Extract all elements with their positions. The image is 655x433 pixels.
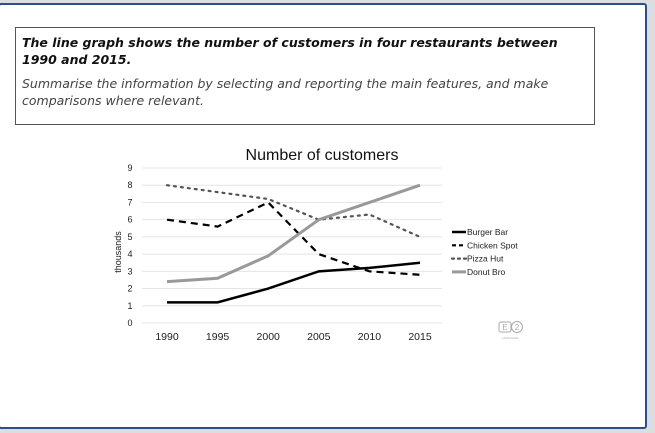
task-description: The line graph shows the number of custo… — [22, 35, 558, 67]
series-line-donut-bro — [166, 183, 421, 284]
svg-text:E: E — [502, 323, 507, 332]
x-tick-label: 2010 — [358, 331, 382, 343]
e2-logo: E 2 LANGUAGE — [498, 321, 523, 340]
series-line-burger-bar — [167, 261, 421, 304]
legend-label: Pizza Hut — [467, 254, 504, 264]
task-card — [0, 3, 647, 429]
y-tick-label: 6 — [127, 215, 132, 225]
y-tick-label: 9 — [127, 163, 132, 173]
y-tick-label: 3 — [127, 266, 132, 276]
svg-text:2: 2 — [515, 323, 520, 332]
x-tick-label: 1995 — [206, 331, 230, 343]
y-axis-label: thousands — [113, 231, 123, 273]
y-tick-label: 1 — [127, 301, 132, 311]
x-tick-label: 2000 — [257, 331, 281, 343]
chart-title: Number of customers — [246, 147, 399, 164]
series-line-chicken-spot — [166, 201, 421, 276]
y-tick-label: 8 — [127, 180, 132, 190]
series-line-pizza-hut — [165, 184, 422, 238]
y-tick-label: 2 — [127, 284, 132, 294]
legend-label: Burger Bar — [467, 227, 508, 237]
legend-label: Donut Bro — [467, 267, 506, 277]
svg-text:LANGUAGE: LANGUAGE — [502, 336, 519, 340]
x-tick-label: 2015 — [408, 331, 432, 343]
legend-label: Chicken Spot — [467, 240, 518, 250]
x-tick-label: 2005 — [307, 331, 331, 343]
task-instruction: Summarise the information by selecting a… — [22, 76, 549, 108]
y-tick-label: 7 — [127, 197, 132, 207]
y-tick-label: 0 — [127, 318, 132, 328]
y-tick-label: 5 — [127, 232, 132, 242]
y-tick-label: 4 — [127, 249, 132, 259]
x-tick-label: 1990 — [155, 331, 179, 343]
task-prompt-box: The line graph shows the number of custo… — [15, 27, 595, 125]
